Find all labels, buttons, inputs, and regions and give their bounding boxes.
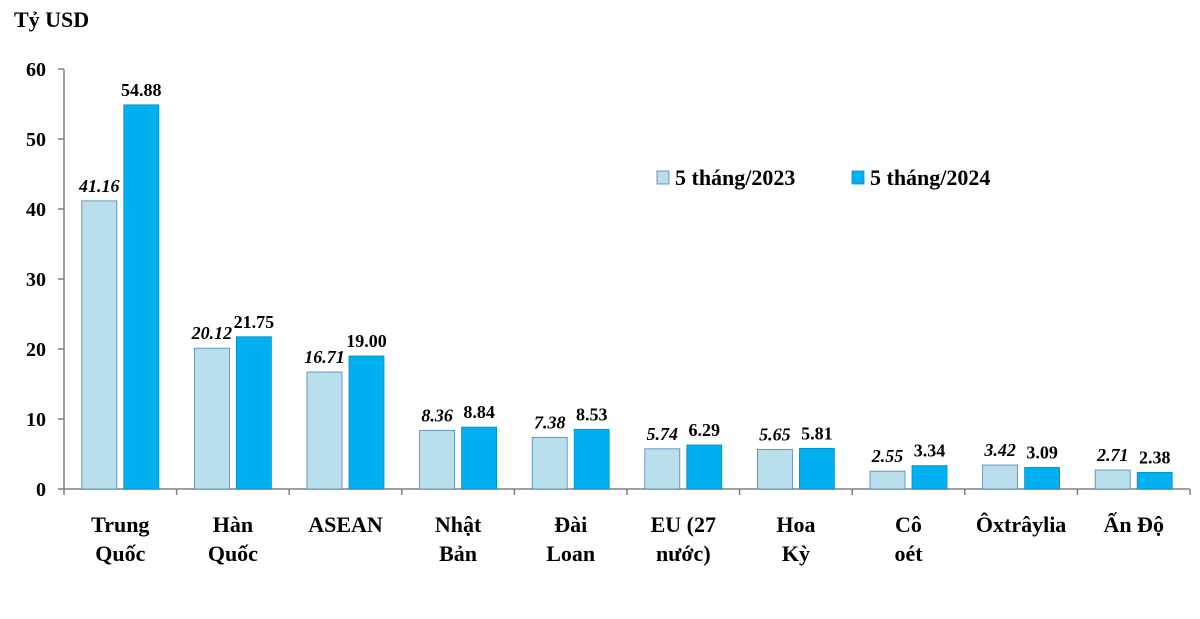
y-tick-label: 30 (26, 269, 46, 291)
bar-2023 (419, 430, 456, 490)
data-label: 8.36 (421, 405, 453, 425)
bar-2023 (193, 347, 230, 490)
x-category-label: Trung Quốc (91, 512, 149, 566)
bar-2024 (1024, 466, 1060, 490)
data-label: 5.74 (647, 424, 679, 444)
bar-2023 (531, 436, 568, 490)
data-label: 16.71 (304, 347, 345, 367)
x-category-label: EU (27 nước) (651, 512, 716, 566)
bar-2024 (573, 428, 610, 490)
bar-2023 (644, 448, 681, 490)
data-label: 6.29 (689, 420, 721, 440)
data-label: 7.38 (534, 412, 566, 432)
bar-2024 (799, 447, 835, 490)
legend: 5 tháng/2023 5 tháng/2024 (656, 165, 990, 190)
bar-2024 (348, 355, 385, 490)
x-category-label: Đài Loan (546, 512, 595, 566)
category-labels: Trung Quốc Hàn Quốc ASEAN Nhật Bản Đài Loan EU (2… (91, 512, 1164, 566)
bar-2024 (911, 465, 948, 490)
data-label: 3.09 (1026, 442, 1058, 462)
y-tick-label: 60 (26, 59, 46, 81)
y-tick-label: 20 (26, 339, 46, 361)
y-tick-label: 0 (36, 479, 46, 501)
bar-2024 (1136, 471, 1173, 490)
data-label: 21.75 (234, 312, 275, 332)
bar-2023 (81, 200, 118, 490)
data-label: 20.12 (191, 323, 233, 343)
data-label: 8.53 (576, 404, 608, 424)
data-label: 2.55 (871, 446, 904, 466)
x-category-label: Nhật Bản (435, 512, 482, 566)
data-label: 5.81 (801, 423, 833, 443)
x-category-label: Ôxtrâylia (976, 512, 1066, 537)
data-label: 3.34 (914, 441, 946, 461)
data-label: 5.65 (759, 424, 791, 444)
x-category-label: Ấn Độ (1103, 512, 1164, 537)
data-label: 8.84 (463, 402, 495, 422)
legend-swatch (851, 170, 865, 185)
x-category-label: ASEAN (308, 512, 383, 537)
data-label: 41.16 (78, 176, 120, 196)
x-category-label: Hoa Kỳ (776, 512, 815, 566)
y-axis-unit-label: Tỷ USD (14, 7, 89, 32)
bar-2024 (461, 426, 498, 490)
legend-swatch (656, 170, 670, 185)
bar-2024 (235, 336, 272, 490)
bar-2023 (757, 449, 793, 490)
bar-2024 (123, 104, 160, 490)
data-label: 54.88 (121, 80, 162, 100)
legend-label: 5 tháng/2024 (870, 165, 990, 190)
data-label: 19.00 (346, 331, 387, 351)
data-label: 3.42 (983, 440, 1016, 460)
x-category-label: Cô oét (894, 512, 923, 566)
data-label: 2.71 (1096, 445, 1129, 465)
bar-2023 (869, 470, 906, 490)
bar-2023 (306, 371, 343, 490)
bar-2023 (1094, 469, 1131, 490)
bars (81, 104, 1173, 490)
x-category-label: Hàn Quốc (208, 512, 258, 566)
bar-2024 (686, 444, 723, 490)
bar-2023 (982, 464, 1018, 490)
y-tick-label: 10 (26, 409, 46, 431)
data-label: 2.38 (1139, 447, 1171, 467)
legend-label: 5 tháng/2023 (675, 165, 795, 190)
y-tick-label: 50 (26, 129, 46, 151)
y-tick-label: 40 (26, 199, 46, 221)
